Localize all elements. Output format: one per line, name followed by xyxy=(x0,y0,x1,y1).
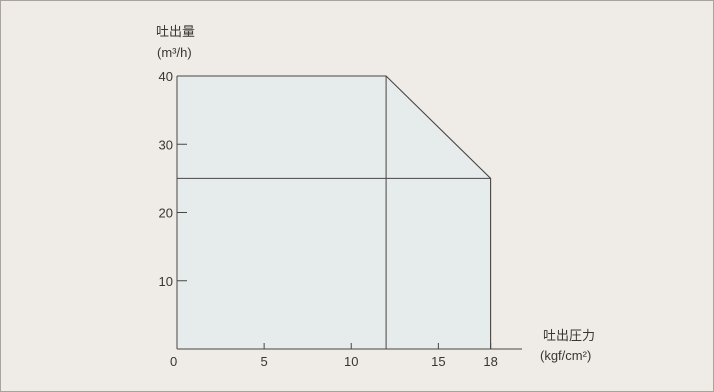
y-axis-unit: (m³/h) xyxy=(157,45,192,60)
x-tick-label: 5 xyxy=(261,354,268,369)
region-boundary-line xyxy=(177,75,492,349)
x-axis-unit: (kgf/cm²) xyxy=(540,348,591,363)
x-tick-label: 15 xyxy=(431,354,445,369)
y-tick-label: 40 xyxy=(159,69,173,84)
y-tick-label: 10 xyxy=(159,274,173,289)
operating-region xyxy=(177,76,491,349)
y-tick-label: 30 xyxy=(159,137,173,152)
x-axis-label: 吐出圧力 xyxy=(543,328,595,343)
y-axis-label: 吐出量 xyxy=(156,24,195,39)
x-tick-label: 0 xyxy=(170,354,177,369)
x-tick-label: 18 xyxy=(483,354,497,369)
x-tick-label: 10 xyxy=(344,354,358,369)
y-tick-label: 20 xyxy=(159,206,173,221)
